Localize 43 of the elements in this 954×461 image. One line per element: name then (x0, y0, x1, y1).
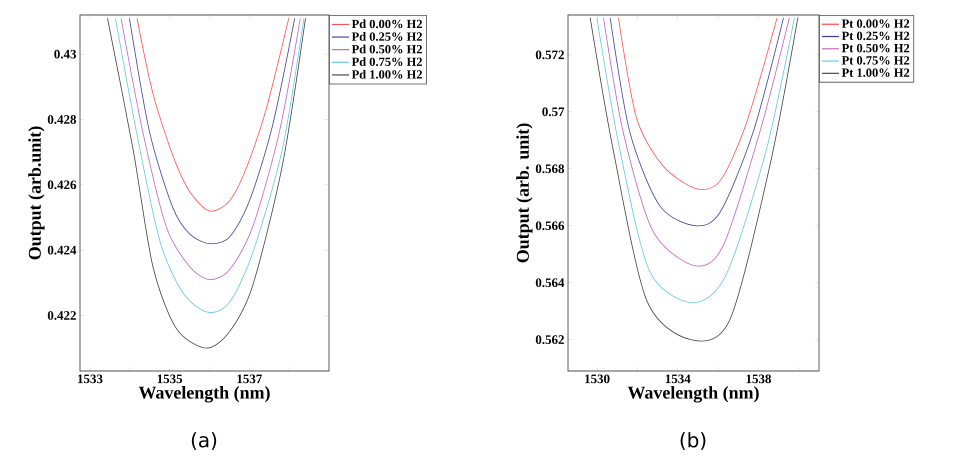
x-tick-label: 1533 (78, 374, 102, 384)
x-tick-label: 1538 (746, 374, 771, 384)
x-tick-label: 1537 (237, 374, 262, 384)
x-axis-title: Wavelength (nm) (628, 386, 759, 402)
legend-label: Pd 0.00% H2 (352, 19, 422, 28)
y-axis-title: Output (arb. unit) (516, 124, 532, 262)
legend-label: Pd 1.00% H2 (352, 70, 422, 79)
y-tick-label: 0.562 (536, 335, 564, 344)
line-series (120, 18, 301, 280)
y-axis-title: Output (arb.unit) (28, 126, 44, 260)
legend-label: Pd 0.25% H2 (352, 32, 422, 41)
line-series (115, 18, 304, 313)
line-series (129, 18, 296, 244)
y-tick-label: 0.426 (48, 180, 76, 190)
legend-label: Pd 0.75% H2 (352, 57, 422, 66)
line-series (610, 17, 784, 226)
line-series (596, 17, 795, 304)
x-tick-label: 1530 (585, 374, 610, 384)
legend-label: Pt 0.25% H2 (842, 32, 910, 40)
y-tick-label: 0.57 (542, 107, 564, 116)
y-tick-label: 0.566 (536, 221, 564, 230)
text: (a) (192, 432, 216, 450)
line-series (107, 18, 306, 349)
legend-label: Pt 0.50% H2 (842, 44, 910, 52)
y-tick-label: 0.428 (48, 115, 76, 124)
y-tick-label: 0.564 (536, 278, 564, 288)
y-tick-label: 0.568 (536, 164, 564, 174)
y-tick-label: 0.422 (48, 311, 76, 320)
legend-label: Pt 0.75% H2 (842, 56, 910, 65)
line-series (136, 18, 290, 212)
legend-label: Pt 0.00% H2 (842, 19, 910, 28)
x-axis-title: Wavelength (nm) (138, 386, 270, 402)
y-tick-label: 0.572 (536, 50, 564, 60)
y-tick-label: 0.424 (48, 246, 76, 255)
legend-label: Pt 1.00% H2 (842, 68, 910, 77)
text: (b) (680, 432, 706, 450)
y-tick-label: 0.43 (54, 50, 76, 59)
line-series (590, 17, 798, 342)
x-tick-label: 1534 (666, 374, 690, 384)
line-series (618, 17, 778, 190)
legend-label: Pd 0.50% H2 (352, 44, 422, 54)
line-series (603, 17, 790, 266)
x-tick-label: 1535 (158, 374, 182, 384)
